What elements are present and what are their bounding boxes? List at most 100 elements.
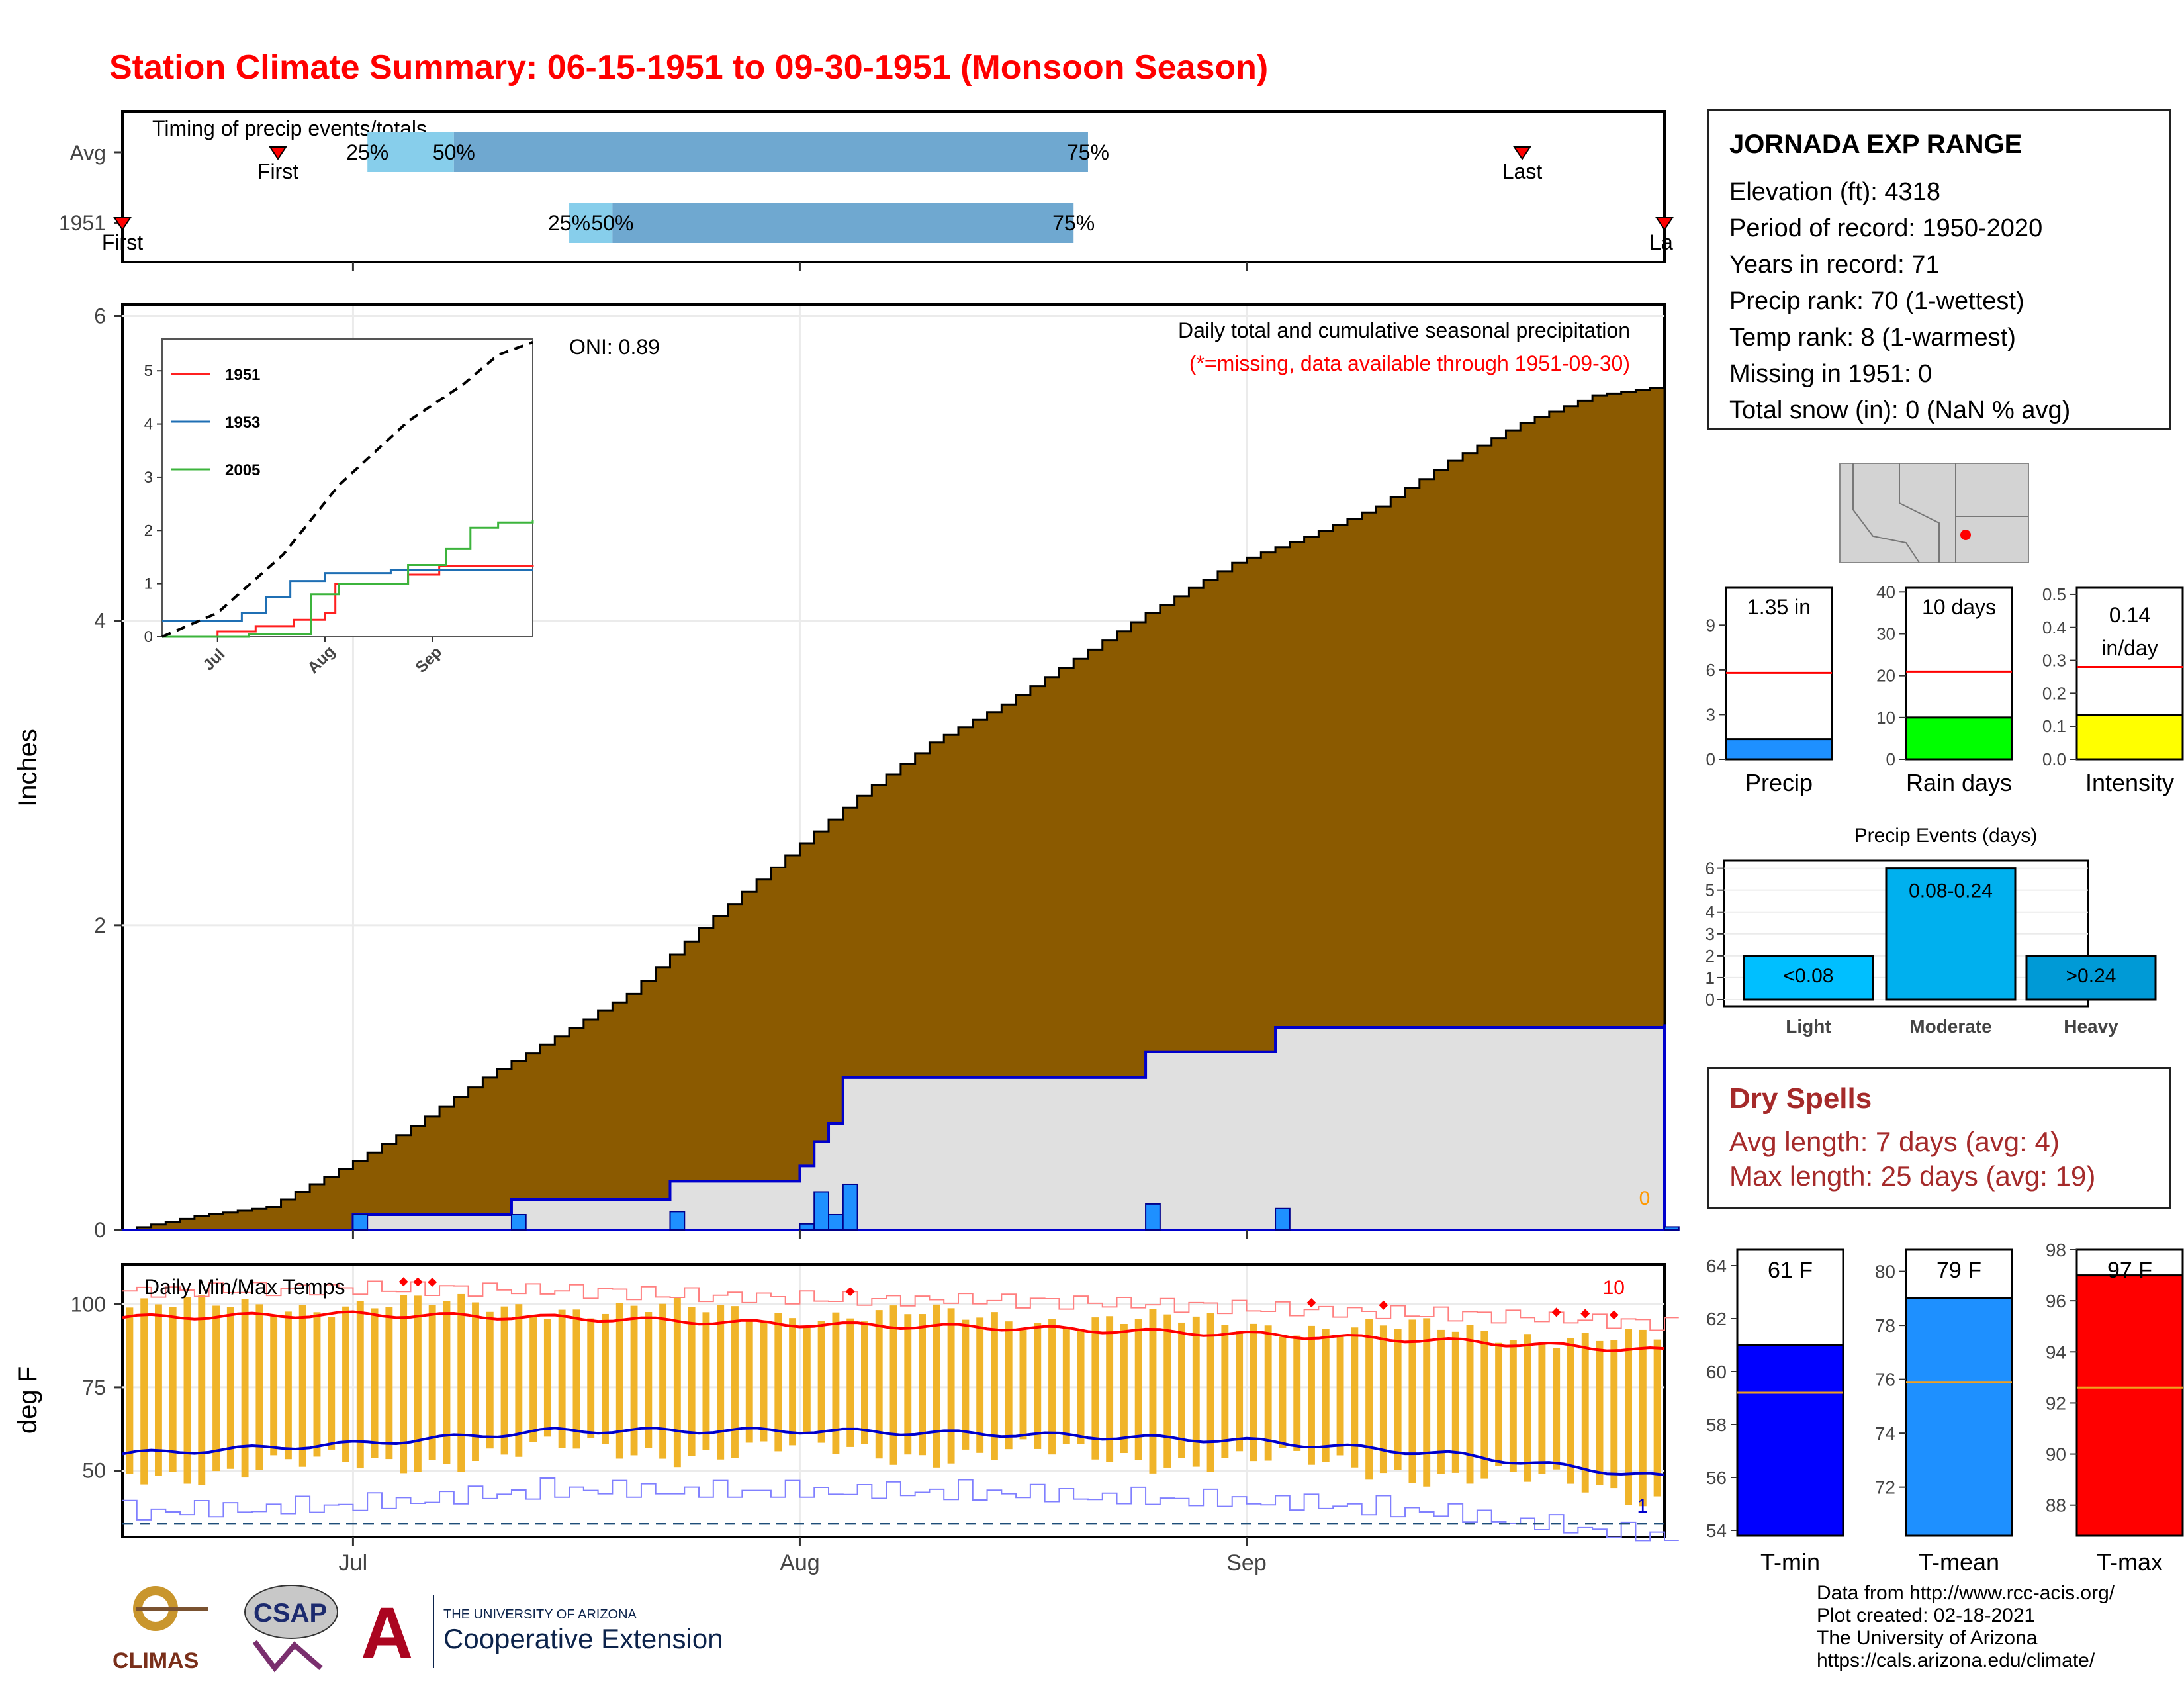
daily-temp-range-bar [1625,1329,1633,1505]
daily-temp-range-bar [760,1320,768,1442]
summary-bar-tick-label: 20 [1876,666,1895,686]
daily-temp-range-bar [673,1297,681,1468]
daily-temp-range-bar [1379,1325,1387,1474]
temp-summary-tick-label: 72 [1875,1477,1895,1498]
daily-temp-range-bar [1106,1316,1114,1462]
daily-temp-range-bar [356,1301,364,1469]
inset-series-line [162,569,533,622]
events-y-tick-label: 0 [1706,990,1715,1009]
daily-temp-range-bar [1509,1340,1517,1472]
temp-summary-tick-label: 96 [2046,1291,2066,1311]
oni-label: ONI: 0.89 [569,335,660,359]
season-summary-bars: 0 3 6 9 1.35 in Precip 0 10 20 30 40 10 days Rain da… [1706,582,2184,796]
daily-temp-range-bar [154,1304,162,1476]
missing-count-label: 0 [1639,1188,1651,1209]
daily-temp-range-bar [615,1303,623,1459]
temp-summary-label: T-mean [1919,1548,1999,1575]
daily-temp-range-bar [803,1327,811,1434]
daily-temp-range-bar [500,1306,508,1455]
daily-temp-range-bar [1336,1336,1344,1456]
record-high-marker [1580,1309,1590,1319]
daily-temp-range-bar [1322,1329,1330,1462]
events-y-tick-label: 3 [1706,924,1715,944]
daily-temp-range-bar [861,1321,868,1444]
daily-temp-range-bar [1178,1322,1185,1458]
year-cumulative-area [122,1024,1666,1231]
credit-data-source: Data from http://www.rcc-acis.org/ [1817,1582,2115,1604]
daily-temp-range-bar [1134,1319,1142,1460]
precip-y-tick-label: 2 [94,914,106,937]
station-total-snow: Total snow (in): 0 (NaN % avg) [1729,397,2071,424]
daily-temp-range-bar [255,1304,263,1470]
events-bar [1743,955,1874,1001]
summary-bar-value [1905,716,2013,761]
daily-temp-range-bar [717,1305,725,1460]
daily-temp-range-bar [1005,1321,1013,1450]
temp-y-tick-label: 50 [82,1459,106,1483]
summary-bar-tick-label: 40 [1876,582,1895,602]
daily-precip-bar [842,1183,858,1231]
temp-summary-tick-label: 60 [1706,1362,1727,1382]
summary-bar-tick-label: 0 [1706,749,1715,769]
daily-temp-range-bar [933,1304,940,1468]
daily-temp-range-bar [212,1305,220,1472]
temperature-panel: 50 75 100 Daily Min/Max Temps 10 1 deg F J… [13,1263,1679,1575]
events-bar [2025,955,2157,1001]
daily-temp-range-bar [1279,1336,1287,1448]
timing-last-label: Last [1502,160,1543,183]
summary-bar-tick-label: 0.0 [2042,749,2066,769]
temp-y-tick-label: 100 [71,1292,106,1316]
temp-summary-label: T-min [1760,1548,1820,1575]
inset-legend-label: 2005 [225,461,260,479]
daily-temp-range-bar [1077,1329,1085,1444]
climas-logo: CLIMAS [113,1586,208,1673]
university-of-arizona-logo: A THE UNIVERSITY OF ARIZONA Cooperative … [361,1593,723,1674]
timing-p75-label: 75% [1067,140,1109,164]
daily-temp-range-bar [472,1302,479,1461]
timing-first-label: First [102,230,143,254]
timing-p25-label: 25% [548,211,590,235]
average-min-temp-line [122,1427,1665,1476]
daily-temp-range-bar [731,1306,739,1458]
month-x-tick-label: Aug [780,1550,820,1575]
daily-temp-range-bar [1264,1325,1272,1461]
daily-temp-range-bar [1163,1314,1171,1468]
temp-summary-bar [1736,1344,1844,1537]
location-map [1839,463,2029,563]
daily-temp-range-bar [1408,1319,1416,1483]
daily-temp-range-bar [1423,1318,1431,1487]
page-title: Station Climate Summary: 06-15-1951 to 0… [109,48,1269,87]
events-y-tick-label: 5 [1706,880,1715,900]
daily-temp-range-bar [745,1319,753,1443]
daily-temp-range-bar [962,1319,970,1450]
daily-temp-range-bar [1293,1335,1301,1451]
temp-summary-tick-label: 62 [1706,1309,1727,1329]
temp-summary-tick-label: 54 [1706,1521,1727,1541]
precip-subtitle: Daily total and cumulative seasonal prec… [1178,318,1630,342]
daily-temp-range-bar [328,1317,336,1450]
daily-temp-range-bar [659,1303,667,1459]
temperature-panel-title: Daily Min/Max Temps [144,1275,345,1299]
daily-temp-range-bar [645,1312,653,1448]
inset-y-tick-label: 3 [144,469,153,487]
inset-y-tick-label: 0 [144,628,153,646]
events-y-tick-label: 2 [1706,946,1715,966]
record-high-marker [1609,1310,1619,1320]
daily-precip-bar [1275,1207,1291,1231]
summary-bar-value-label: 0.14 [2109,603,2150,627]
summary-bar-tick-label: 0.3 [2042,651,2066,671]
svg-text:CLIMAS: CLIMAS [113,1648,199,1673]
timing-last-label: La [1649,230,1673,254]
daily-temp-range-bar [1610,1340,1618,1489]
daily-temp-range-bar [1351,1327,1359,1468]
daily-temp-range-bar [486,1311,494,1449]
daily-temp-range-bar [558,1309,566,1448]
summary-bar-tick-label: 6 [1706,660,1715,680]
daily-temp-range-bar [284,1311,292,1460]
timing-bar-50-75 [453,132,1088,172]
daily-temp-range-bar [140,1298,148,1485]
daily-temp-range-bar [889,1305,897,1465]
inset-y-tick-label: 2 [144,522,153,539]
daily-temp-range-bar [1206,1313,1214,1472]
